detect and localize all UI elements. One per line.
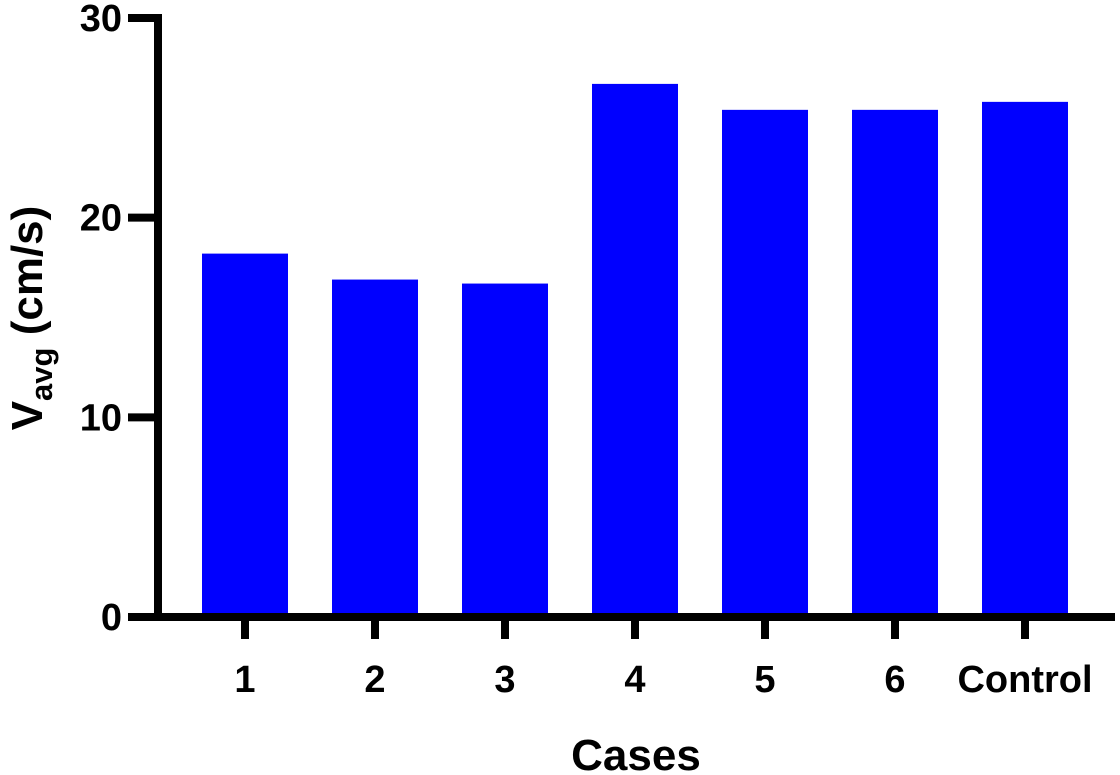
x-tick-label-2: 2 (364, 659, 385, 701)
x-tick-label-1: 1 (234, 659, 255, 701)
x-tick-label-6: 6 (884, 659, 905, 701)
bar-1 (202, 253, 288, 617)
x-axis: 1 2 3 4 5 6 Control (128, 613, 1115, 701)
bar-4 (592, 83, 678, 617)
y-tick-label-0: 0 (101, 597, 122, 639)
x-axis-title: Cases (571, 731, 701, 775)
y-axis-title-units: (cm/s) (3, 206, 52, 348)
y-axis-title-subscript: avg (24, 348, 59, 401)
bars-group (202, 83, 1068, 618)
x-tick-label-4: 4 (624, 659, 645, 701)
y-axis-title: Vavg (cm/s) (3, 206, 59, 431)
x-tick-label-control: Control (957, 659, 1092, 701)
y-tick-label-20: 20 (80, 198, 122, 240)
y-axis-title-main: V (3, 400, 52, 430)
y-tick-label-10: 10 (80, 397, 122, 439)
bar-control (982, 101, 1068, 618)
bar-6 (852, 109, 938, 617)
bar-5 (722, 109, 808, 617)
x-tick-label-3: 3 (494, 659, 515, 701)
bar-2 (332, 279, 418, 617)
x-tick-label-5: 5 (754, 659, 775, 701)
y-tick-label-30: 30 (80, 0, 122, 40)
y-axis: 0 10 20 30 (80, 0, 162, 639)
bar-3 (462, 283, 548, 617)
